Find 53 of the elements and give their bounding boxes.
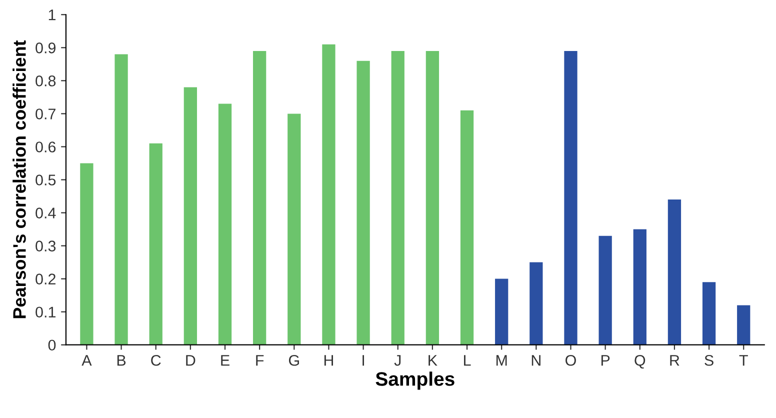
bar bbox=[356, 60, 370, 345]
x-tick-label: K bbox=[428, 355, 438, 366]
x-tick-label: A bbox=[82, 355, 92, 366]
bar bbox=[426, 50, 440, 345]
y-tick-label: 0.3 bbox=[36, 240, 56, 252]
y-tick-label: 0.9 bbox=[36, 42, 56, 54]
bar bbox=[149, 143, 162, 345]
y-tick-label: 0.4 bbox=[36, 208, 56, 218]
y-tick-label: 0.1 bbox=[36, 306, 56, 318]
x-tick-label: R bbox=[670, 355, 680, 366]
x-tick-label: B bbox=[117, 355, 126, 366]
x-tick-label: Q bbox=[634, 354, 646, 369]
x-tick-label: T bbox=[739, 355, 748, 366]
bar bbox=[391, 50, 404, 345]
x-tick-label: N bbox=[532, 355, 540, 366]
bar bbox=[495, 278, 508, 345]
y-axis-title: Pearson's correlation coefficient bbox=[12, 40, 26, 318]
x-tick-label: L bbox=[464, 355, 471, 366]
x-tick-label: J bbox=[394, 355, 401, 366]
x-tick-label: I bbox=[362, 355, 364, 366]
bar bbox=[460, 110, 474, 345]
x-tick-label: G bbox=[288, 354, 299, 366]
x-tick-label: E bbox=[221, 355, 230, 366]
bar bbox=[114, 54, 128, 345]
bar bbox=[218, 104, 232, 345]
bar bbox=[598, 236, 612, 345]
x-tick-label: D bbox=[186, 355, 196, 366]
bar bbox=[322, 44, 336, 345]
bar bbox=[288, 114, 301, 345]
bar bbox=[633, 229, 646, 345]
y-tick-label: 0.7 bbox=[36, 108, 56, 120]
bar bbox=[702, 282, 716, 345]
y-tick-label: 0 bbox=[48, 340, 56, 351]
y-tick-label: 0.8 bbox=[36, 76, 56, 86]
y-tick-label: 0.5 bbox=[36, 174, 56, 186]
x-tick-label: P bbox=[601, 355, 610, 366]
x-tick-label: H bbox=[324, 355, 333, 366]
y-tick-label: 1 bbox=[48, 10, 56, 20]
bar bbox=[737, 305, 750, 345]
bar bbox=[184, 87, 197, 345]
x-tick-label: C bbox=[151, 354, 161, 366]
bar bbox=[668, 200, 682, 345]
x-tick-label: F bbox=[256, 355, 264, 366]
y-tick-label: 0.6 bbox=[36, 142, 56, 152]
bar bbox=[564, 50, 578, 345]
x-tick-label: O bbox=[566, 354, 576, 366]
bar bbox=[530, 262, 543, 345]
x-tick-label: M bbox=[496, 355, 507, 366]
x-tick-label: S bbox=[704, 354, 714, 366]
y-tick-label: 0.2 bbox=[36, 274, 56, 284]
bar bbox=[253, 50, 266, 345]
x-axis-title: Samples bbox=[376, 372, 454, 390]
bar bbox=[80, 163, 94, 345]
